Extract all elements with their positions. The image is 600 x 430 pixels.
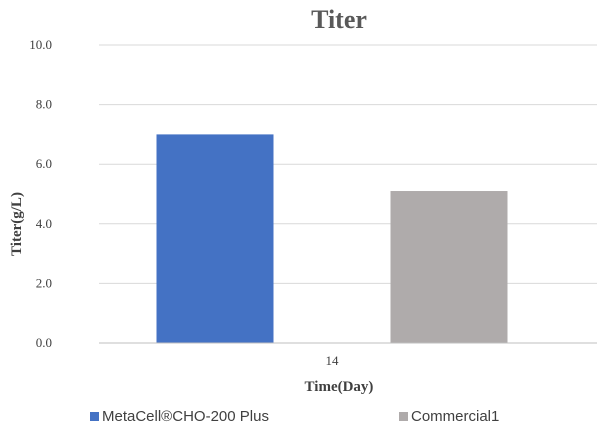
y-tick-label: 6.0 [36, 156, 52, 171]
y-tick-label: 4.0 [36, 216, 52, 231]
legend-label-1: MetaCell®CHO-200 Plus [102, 408, 269, 425]
y-tick-label: 8.0 [36, 97, 52, 112]
legend: MetaCell®CHO-200 Plus Commercial1 [90, 408, 499, 425]
bar-series-1 [156, 134, 274, 343]
legend-swatch-2 [399, 412, 408, 421]
x-tick-labels: 14 [326, 353, 340, 368]
y-tick-label: 0.0 [36, 335, 52, 350]
x-tick-label: 14 [326, 353, 340, 368]
chart-title: Titer [311, 5, 367, 34]
y-tick-labels: 0.0 2.0 4.0 6.0 8.0 10.0 [29, 37, 52, 350]
y-tick-label: 10.0 [29, 37, 52, 52]
y-tick-label: 2.0 [36, 275, 52, 290]
legend-label-2: Commercial1 [411, 408, 499, 425]
bars [156, 134, 508, 343]
x-axis-title: Time(Day) [305, 379, 374, 395]
legend-swatch-1 [90, 412, 99, 421]
bar-series-2 [390, 191, 508, 343]
y-axis-title: Titer(g/L) [9, 192, 25, 256]
